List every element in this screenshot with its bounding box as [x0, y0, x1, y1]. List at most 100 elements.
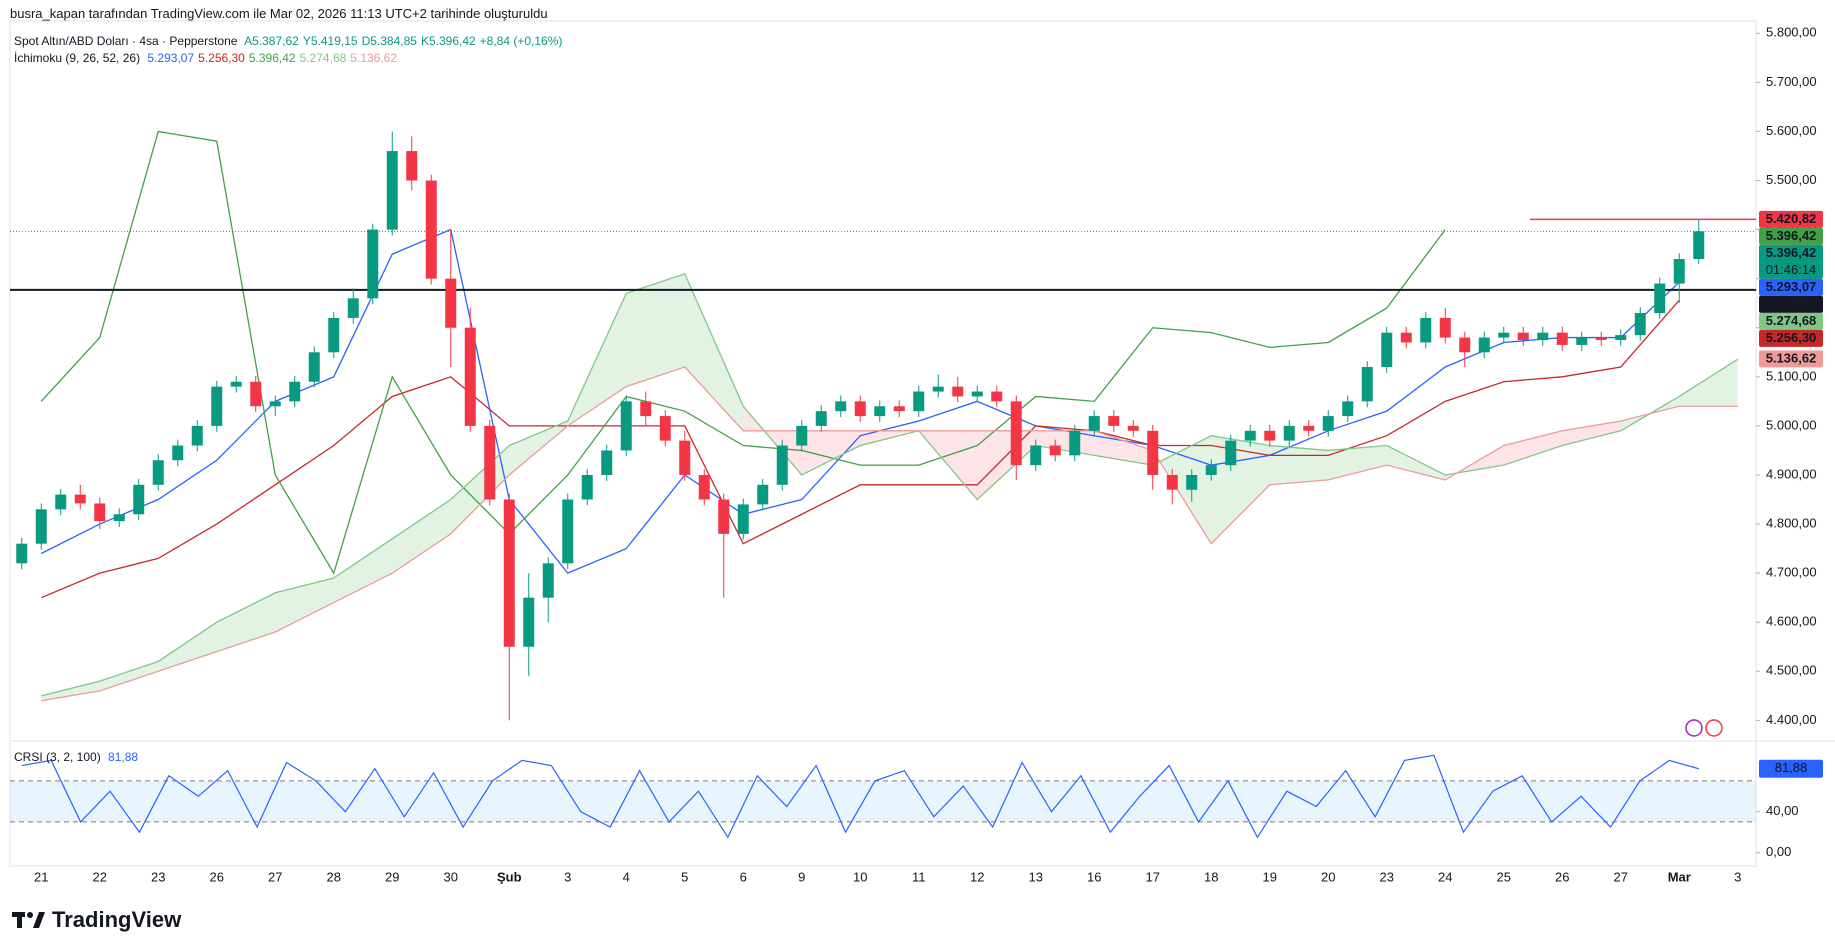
- candle-body: [133, 484, 145, 515]
- x-tick-label: 16: [1087, 869, 1101, 884]
- ichimoku-value: 5.293,07: [147, 51, 195, 65]
- ichimoku-value: 5.256,30: [198, 51, 245, 65]
- crsi-badge-label: 81,88: [1775, 760, 1808, 775]
- ichimoku-cloud: [801, 430, 861, 475]
- x-tick-label: Şub: [497, 869, 522, 884]
- y-tick-label: 5.800,00: [1766, 25, 1817, 40]
- candle-body: [269, 401, 281, 407]
- candle-body: [55, 494, 67, 510]
- candle-body: [35, 509, 47, 544]
- x-tick-label: 23: [151, 869, 165, 884]
- candle-body: [581, 474, 593, 500]
- y-tick-label: 40,00: [1766, 803, 1799, 818]
- candle-body: [1517, 332, 1529, 341]
- x-tick-label: 27: [268, 869, 282, 884]
- x-tick-label: 30: [444, 869, 458, 884]
- ichimoku-cloud: [1679, 359, 1738, 407]
- price-badge: [1759, 227, 1823, 245]
- candle-body: [1459, 337, 1471, 353]
- candle-body: [1595, 337, 1607, 341]
- candle-body: [172, 445, 184, 461]
- candle-body: [211, 386, 223, 426]
- ichimoku-value: 5.136,62: [350, 51, 398, 65]
- candle-body: [1654, 283, 1666, 314]
- ichimoku-cloud: [1562, 420, 1621, 446]
- x-tick-label: 26: [1555, 869, 1569, 884]
- candle-body: [562, 499, 574, 564]
- y-tick-label: 4.600,00: [1766, 614, 1817, 629]
- candle-body: [523, 597, 535, 647]
- price-badge: [1759, 329, 1823, 347]
- candle-body: [1030, 445, 1042, 466]
- candle-body: [152, 460, 164, 485]
- candle-body: [1244, 430, 1256, 441]
- candle-body: [1205, 465, 1217, 475]
- candle-body: [1069, 430, 1081, 456]
- y-tick-label: 5.600,00: [1766, 123, 1817, 138]
- price-badge-label: 5.256,30: [1766, 330, 1817, 345]
- candle-body: [1361, 367, 1373, 402]
- candle-body: [932, 386, 944, 392]
- ohlc-value: Y5.419,15: [302, 34, 358, 48]
- x-tick-label: 11: [912, 869, 926, 884]
- y-tick-label: 5.100,00: [1766, 368, 1817, 383]
- candle-body: [1615, 335, 1627, 341]
- x-tick-label: 3: [1734, 869, 1741, 884]
- event-icon: [1685, 719, 1703, 737]
- y-tick-label: 5.000,00: [1766, 417, 1817, 432]
- price-badge-label: 5.274,68: [1766, 313, 1817, 328]
- candle-body: [1420, 317, 1432, 343]
- ohlc-value: K5.396,42: [420, 34, 476, 48]
- watermark: busra_kapan tarafından TradingView.com i…: [10, 6, 548, 21]
- candle-body: [1576, 337, 1588, 345]
- ichimoku-cloud: [392, 499, 451, 574]
- x-tick-label: 19: [1263, 869, 1277, 884]
- x-tick-label: 12: [970, 869, 984, 884]
- candle-body: [289, 381, 301, 402]
- x-tick-label: 26: [210, 869, 224, 884]
- ichimoku-cloud: [977, 430, 1036, 500]
- candle-body: [796, 425, 808, 446]
- candle-body: [757, 484, 769, 505]
- logo-icon: [12, 912, 45, 928]
- panel-frame: [9, 20, 1757, 867]
- ohlc-value: A5.387,62: [244, 34, 299, 48]
- symbol-legend: Spot Altın/ABD Doları · 4sa · Pepperston…: [14, 34, 570, 48]
- price-badge-label: 5.420,82: [1766, 211, 1817, 226]
- candle-body: [230, 381, 242, 387]
- ohlc-value: D5.384,85: [361, 34, 417, 48]
- candle-body: [445, 278, 457, 328]
- candle-body: [484, 425, 496, 500]
- candle-body: [1088, 416, 1100, 431]
- ichimoku-cloud: [99, 661, 159, 691]
- candle-body: [1010, 401, 1022, 466]
- ichimoku-values: 5.293,07 5.256,30 5.396,42 5.274,68 5.136,62: [147, 51, 401, 65]
- y-tick-label: 5.500,00: [1766, 172, 1817, 187]
- candle-body: [1147, 430, 1159, 475]
- candle-body: [1303, 425, 1315, 431]
- logo-text: TradingView: [52, 907, 182, 932]
- candle-body: [640, 401, 652, 417]
- x-tick-label: 20: [1321, 869, 1335, 884]
- candle-body: [386, 151, 398, 230]
- x-tick-label: 4: [623, 869, 630, 884]
- crsi-band: [10, 780, 1756, 822]
- price-badge: [1759, 312, 1823, 330]
- candle-body: [1264, 430, 1276, 441]
- candle-body: [74, 494, 86, 504]
- y-tick-label: 4.800,00: [1766, 515, 1817, 530]
- ichimoku-cloud: [1503, 430, 1563, 466]
- candle-body: [1498, 332, 1510, 338]
- ichimoku-value: 5.274,68: [299, 51, 347, 65]
- candle-body: [94, 503, 106, 522]
- ichimoku-cloud: [1386, 445, 1446, 480]
- candle-body: [191, 425, 203, 446]
- candle-body: [328, 317, 340, 353]
- candle-body: [1439, 317, 1451, 338]
- y-tick-label: 5.700,00: [1766, 74, 1817, 89]
- ichimoku-cloud: [1094, 430, 1153, 466]
- x-tick-label: 3: [564, 869, 571, 884]
- candle-body: [1186, 474, 1198, 490]
- crsi-legend: CRSI (3, 2, 100) 81,88: [14, 750, 142, 764]
